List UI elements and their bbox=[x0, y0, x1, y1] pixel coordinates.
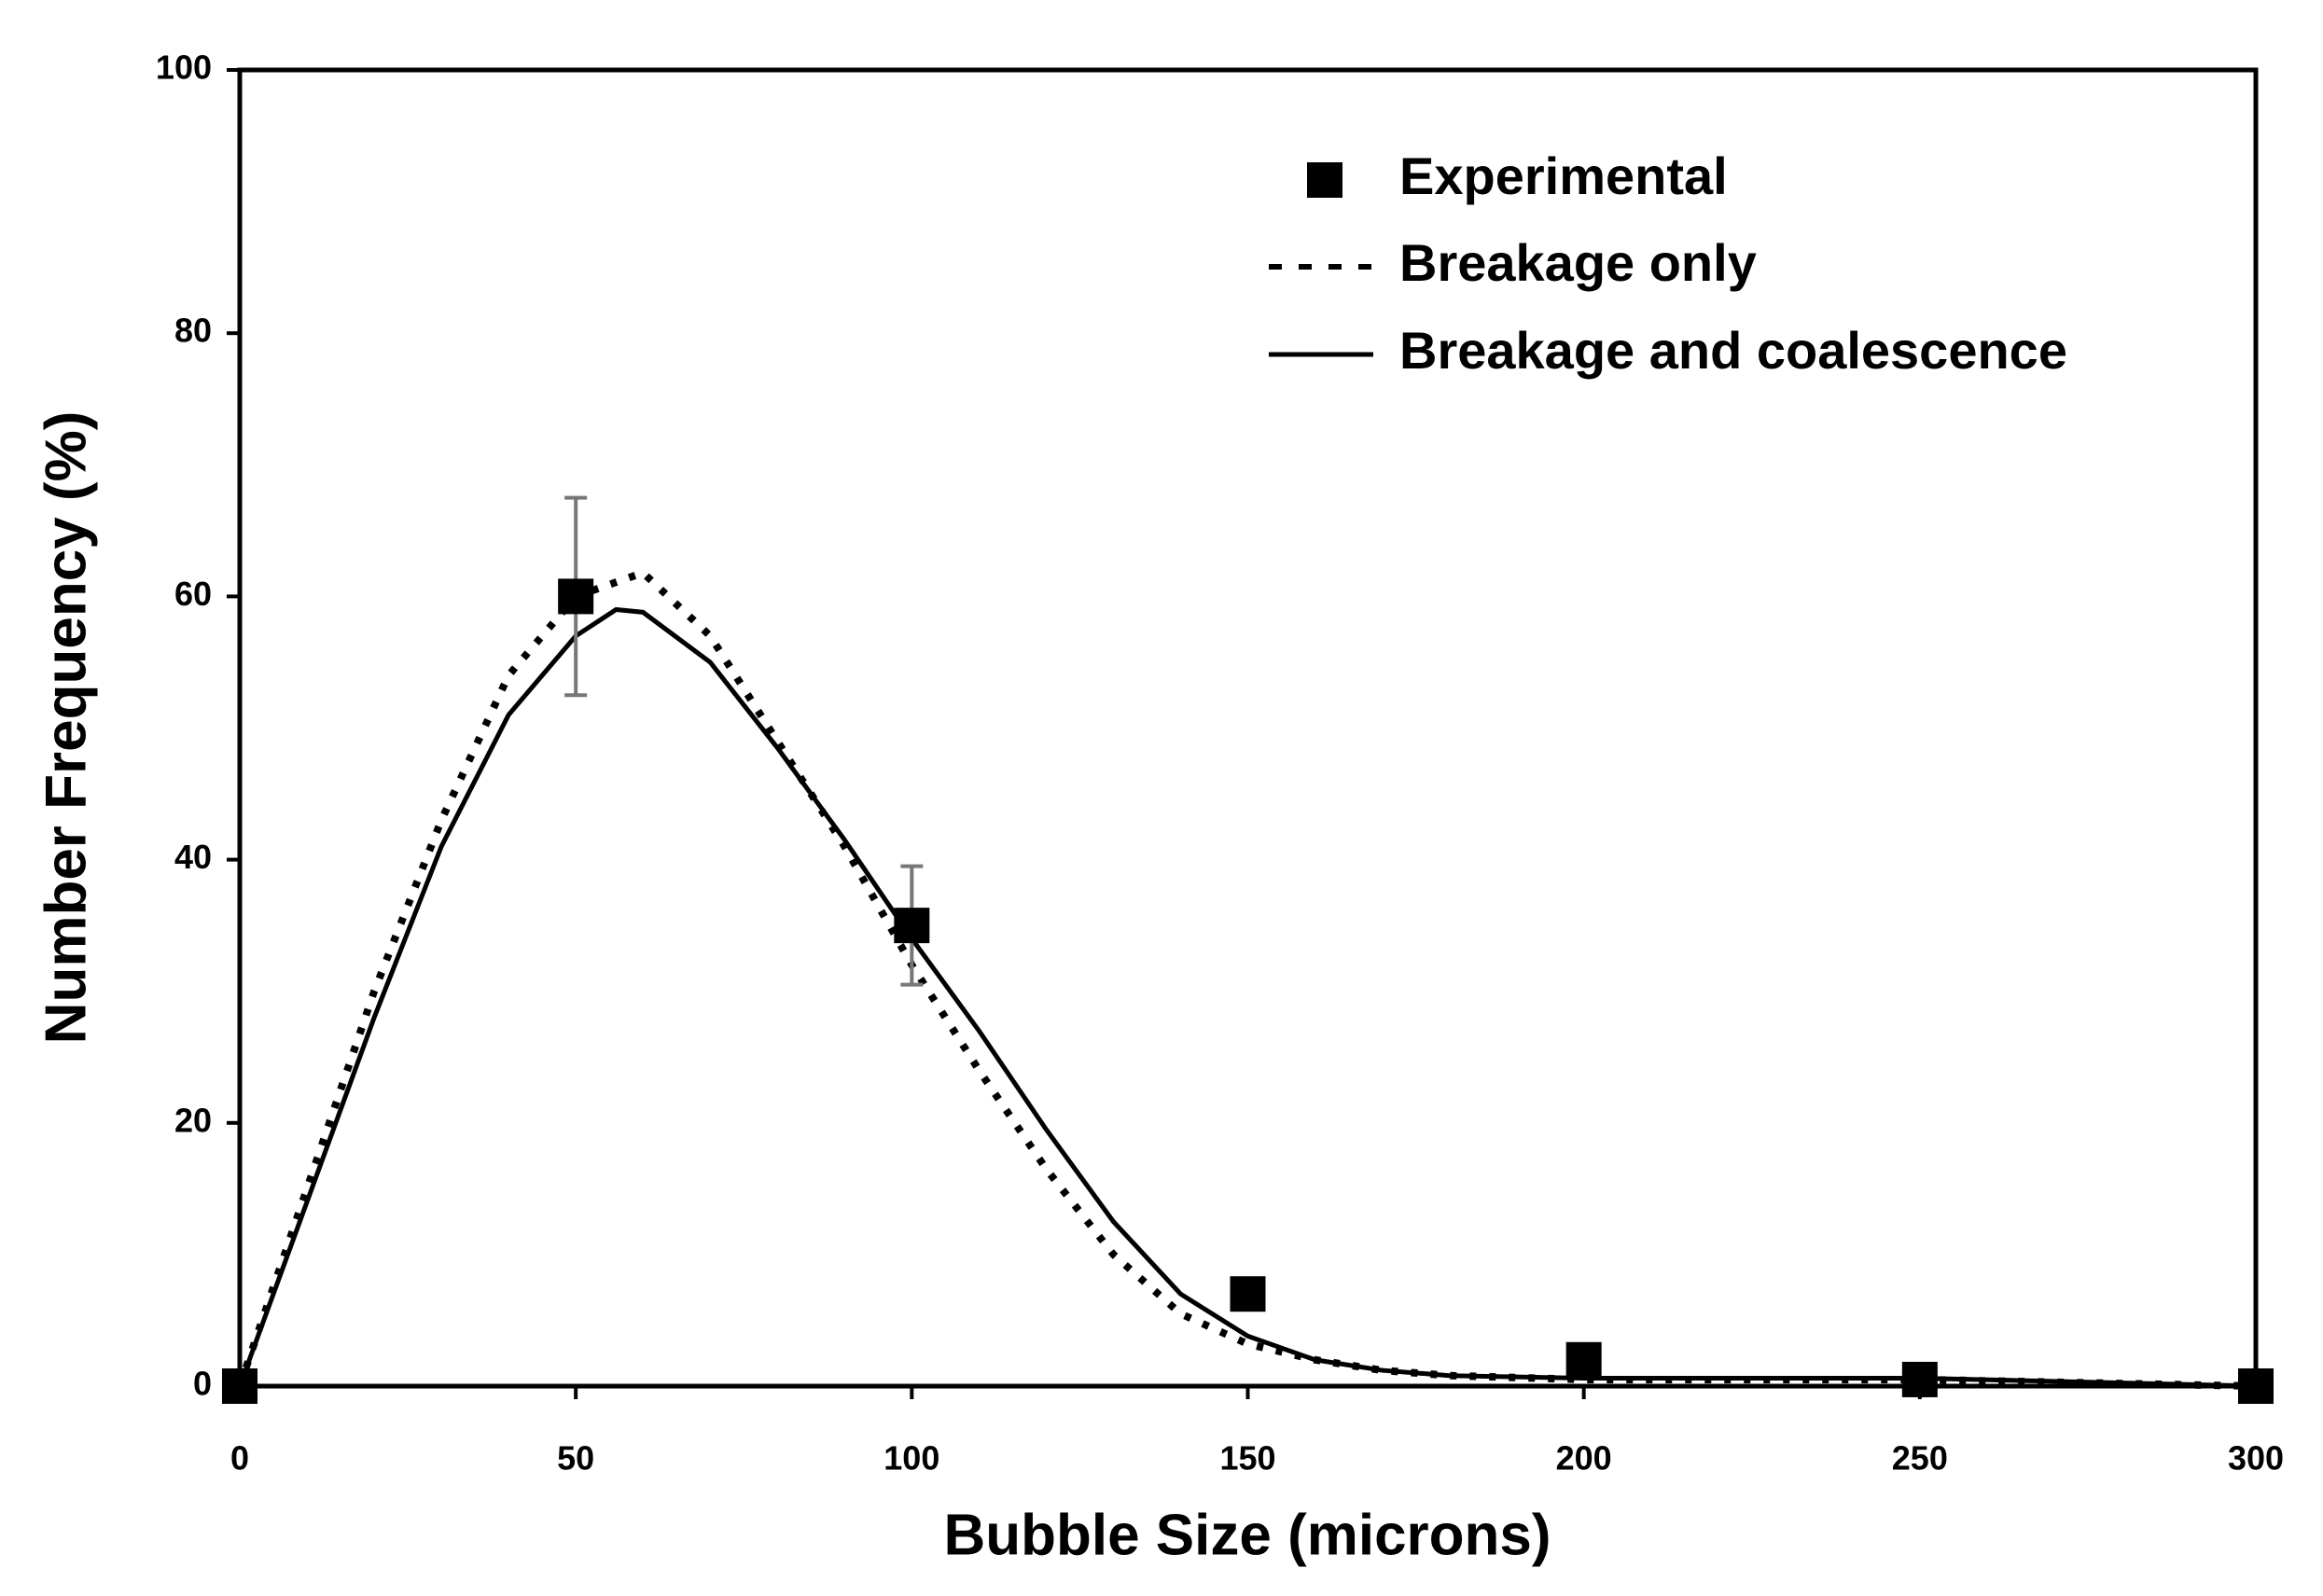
plot-frame bbox=[237, 67, 2259, 1389]
legend-marker bbox=[1307, 162, 1342, 198]
x-tick-label: 200 bbox=[1556, 1439, 1612, 1478]
curve bbox=[236, 568, 2257, 1390]
data-point bbox=[2238, 1368, 2274, 1404]
y-tick-label: 40 bbox=[174, 838, 212, 876]
y-tick-label: 60 bbox=[174, 575, 212, 613]
data-point bbox=[894, 908, 930, 944]
legend-label: Breakage only bbox=[1399, 233, 1757, 292]
x-tick-label: 0 bbox=[230, 1439, 249, 1478]
data-point bbox=[1901, 1361, 1938, 1397]
curve bbox=[237, 606, 2257, 1389]
x-axis-title: Bubble Size (microns) bbox=[943, 1503, 1551, 1567]
x-tick-label: 100 bbox=[883, 1439, 939, 1478]
data-point bbox=[558, 578, 594, 615]
data-point bbox=[1230, 1276, 1266, 1312]
legend-label: Experimental bbox=[1399, 146, 1728, 205]
y-tick-label: 100 bbox=[156, 49, 212, 87]
y-tick-label: 20 bbox=[174, 1101, 212, 1139]
x-tick-label: 300 bbox=[2228, 1439, 2284, 1478]
x-tick-label: 150 bbox=[1219, 1439, 1275, 1478]
data-point bbox=[222, 1368, 257, 1404]
legend-label: Breakage and coalescence bbox=[1399, 321, 2067, 380]
data-point bbox=[1565, 1341, 1602, 1378]
x-tick-label: 250 bbox=[1892, 1439, 1948, 1478]
y-tick-label: 0 bbox=[193, 1365, 212, 1403]
y-axis-title: Number Frequency (%) bbox=[34, 411, 98, 1045]
y-tick-label: 80 bbox=[174, 312, 212, 350]
x-tick-label: 50 bbox=[557, 1439, 594, 1478]
